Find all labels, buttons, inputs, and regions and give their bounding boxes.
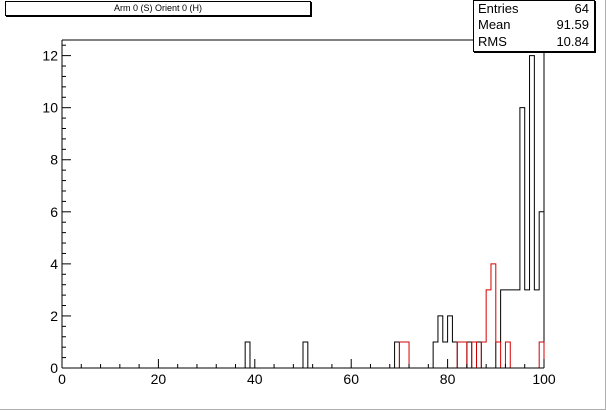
histogram-bin <box>457 342 462 368</box>
histogram-title: Arm 0 (S) Orient 0 (H) <box>5 1 311 16</box>
histogram-bin <box>433 342 438 368</box>
histogram-bin <box>505 342 510 368</box>
stats-mean-row: Mean 91.59 <box>478 17 589 33</box>
y-tick-label: 12 <box>42 48 58 64</box>
histogram-bin <box>530 56 535 368</box>
histogram-bin <box>438 316 443 368</box>
y-tick-label: 6 <box>50 204 58 220</box>
stats-rms-label: RMS <box>478 34 507 49</box>
stats-mean-label: Mean <box>478 17 511 32</box>
y-tick-label: 4 <box>50 256 58 272</box>
x-tick-label: 100 <box>532 371 556 387</box>
histogram-bin <box>496 342 501 368</box>
histogram-bin <box>481 342 486 368</box>
histogram-bin <box>534 290 539 368</box>
histogram-bin <box>491 264 496 368</box>
x-tick-label: 60 <box>343 371 359 387</box>
histogram-bin <box>539 212 544 368</box>
histogram-bin <box>501 290 506 368</box>
stats-mean-value: 91.59 <box>556 17 589 32</box>
histogram-bin <box>448 316 453 368</box>
y-tick-label: 2 <box>50 308 58 324</box>
histogram-bin <box>467 342 472 368</box>
histogram-bin <box>395 342 400 368</box>
histogram-bin <box>505 290 510 368</box>
stats-entries-label: Entries <box>478 1 519 16</box>
stats-entries-row: Entries 64 <box>478 1 589 17</box>
histogram-bin <box>443 342 448 368</box>
y-tick-label: 0 <box>50 360 58 376</box>
histogram-bin <box>452 342 457 368</box>
stats-rms-row: RMS 10.84 <box>478 34 589 50</box>
histogram-bin <box>486 290 491 368</box>
y-tick-label: 8 <box>50 152 58 168</box>
histogram-bin <box>404 342 409 368</box>
histogram-bin <box>520 108 525 368</box>
stats-box: Entries 64 Mean 91.59 RMS 10.84 <box>473 0 595 52</box>
stats-rms-value: 10.84 <box>556 34 589 49</box>
histogram-bin <box>462 342 467 368</box>
histogram-bin <box>245 342 250 368</box>
histogram-bin <box>510 290 515 368</box>
histogram-bin <box>496 342 501 368</box>
histogram-bin <box>477 342 482 368</box>
y-tick-label: 10 <box>42 100 58 116</box>
histogram-bin <box>472 342 477 368</box>
x-tick-label: 20 <box>151 371 167 387</box>
histogram-series-0 <box>62 55 545 369</box>
histogram-bin <box>539 342 544 368</box>
histogram-bin <box>525 290 530 368</box>
x-tick-label: 80 <box>440 371 456 387</box>
histogram-bin <box>399 342 404 368</box>
x-tick-label: 0 <box>58 371 66 387</box>
histogram-bin <box>515 290 520 368</box>
stats-entries-value: 64 <box>574 1 589 16</box>
x-tick-label: 40 <box>247 371 263 387</box>
histogram-bin <box>303 342 308 368</box>
